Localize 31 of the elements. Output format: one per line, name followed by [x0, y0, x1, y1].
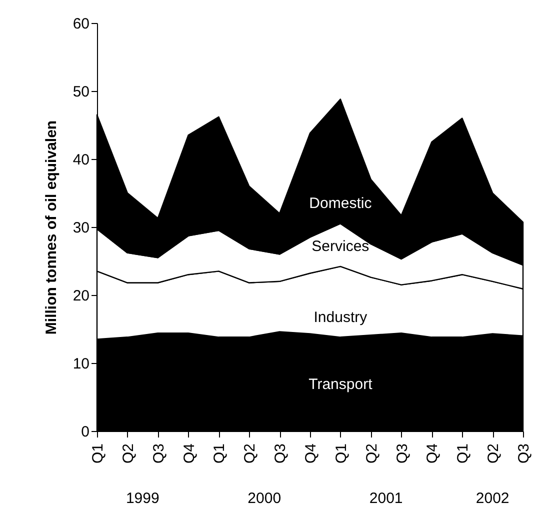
y-tick-label: 60 [72, 16, 90, 32]
x-tick-label: Q2 [363, 444, 380, 464]
x-tick-label: Q3 [272, 444, 290, 464]
series-label: Transport [308, 376, 374, 394]
series-label: Industry [314, 308, 368, 326]
x-tick-label: Q2 [242, 444, 259, 464]
x-tick-label: Q3 [394, 444, 411, 464]
text: 2000 [248, 490, 282, 507]
series-label: Domestic [309, 195, 372, 212]
x-tick-label: Q4 [424, 444, 442, 464]
series-label: Services [312, 238, 370, 256]
text: 2001 [369, 490, 403, 507]
y-tick-label: 10 [72, 356, 90, 372]
x-tick-label: Q4 [302, 444, 320, 464]
x-tick-label: Q1 [454, 444, 472, 464]
text: 1999 [126, 490, 160, 507]
y-tick-label: 30 [72, 220, 90, 236]
x-tick-label: Q1 [90, 444, 106, 464]
y-axis-title: Million tonnes of oil equivalen [42, 120, 60, 335]
x-tick-label: Q3 [516, 444, 532, 464]
x-tick-label: Q2 [485, 444, 502, 464]
text: 2002 [476, 490, 510, 507]
y-tick-label: 0 [81, 424, 90, 440]
y-tick-label: 20 [72, 288, 90, 304]
x-tick-label: Q1 [211, 444, 228, 464]
x-tick-label: Q2 [120, 444, 137, 464]
x-tick-label: Q1 [332, 444, 350, 464]
x-tick-label: Q4 [180, 444, 198, 464]
x-tick-label: Q3 [150, 444, 168, 464]
y-tick-label: 40 [72, 152, 90, 168]
y-tick-label: 50 [72, 84, 90, 100]
